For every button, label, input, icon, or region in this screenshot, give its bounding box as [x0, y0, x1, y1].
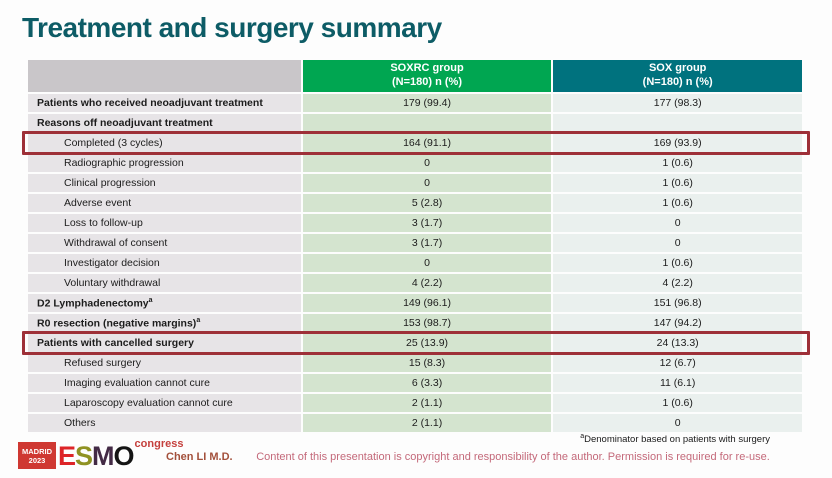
corner-header-cell — [28, 60, 301, 92]
soxrc-value-cell: 2 (1.1) — [302, 414, 552, 432]
row-label: D2 Lymphadenectomya — [28, 294, 301, 312]
esmo-logo: ESMO — [58, 441, 135, 471]
sox-value-cell: 151 (96.8) — [553, 294, 802, 312]
table-row: Adverse event 5 (2.8) 1 (0.6) — [28, 194, 802, 212]
sox-header-line1: SOX group — [648, 62, 707, 75]
logo-venue: MADRID — [22, 446, 52, 456]
soxrc-value-cell: 5 (2.8) — [302, 194, 552, 212]
soxrc-value-cell: 179 (99.4) — [302, 94, 552, 112]
column-header-sox: SOX group (N=180) n (%) — [553, 60, 802, 92]
table-row: Laparoscopy evaluation cannot cure 2 (1.1… — [28, 394, 802, 412]
row-label: Imaging evaluation cannot cure — [28, 374, 301, 392]
sox-value-cell: 0 — [553, 234, 802, 252]
sox-value-cell: 177 (98.3) — [553, 94, 802, 112]
copyright-notice: Content of this presentation is copyrigh… — [256, 451, 770, 463]
soxrc-value-cell: 149 (96.1) — [302, 294, 552, 312]
row-label: Others — [28, 414, 301, 432]
table-row: R0 resection (negative margins)a 153 (98.… — [28, 314, 802, 332]
soxrc-value-cell: 0 — [302, 154, 552, 172]
soxrc-header-line1: SOXRC group — [390, 62, 464, 75]
page-title: Treatment and surgery summary — [22, 12, 442, 43]
table-row: Withdrawal of consent 3 (1.7) 0 — [28, 234, 802, 252]
table-row: Clinical progression 0 1 (0.6) — [28, 174, 802, 192]
row-label: Loss to follow-up — [28, 214, 301, 232]
footnote-superscript: a — [580, 433, 585, 440]
soxrc-value-cell: 25 (13.9) — [302, 334, 552, 352]
row-label: Patients who received neoadjuvant treatm… — [28, 94, 301, 112]
sox-value-cell: 169 (93.9) — [553, 134, 802, 152]
sox-value-cell: 1 (0.6) — [553, 394, 802, 412]
soxrc-value-cell: 3 (1.7) — [302, 234, 552, 252]
table-row: Completed (3 cycles) 164 (91.1) 169 (93.9) — [28, 134, 802, 152]
table-row: Imaging evaluation cannot cure 6 (3.3) 11 … — [28, 374, 802, 392]
sox-value-cell: 11 (6.1) — [553, 374, 802, 392]
row-label: Laparoscopy evaluation cannot cure — [28, 394, 301, 412]
row-label: Refused surgery — [28, 354, 301, 372]
table-row: Refused surgery 15 (8.3) 12 (6.7) — [28, 354, 802, 372]
table-row: Patients who received neoadjuvant treatm… — [28, 94, 802, 112]
soxrc-value-cell: 0 — [302, 174, 552, 192]
table-row: Patients with cancelled surgery 25 (13.9)… — [28, 334, 802, 352]
summary-table: SOXRC group (N=180) n (%) SOX group (N=1… — [26, 58, 804, 434]
table-header-row: SOXRC group (N=180) n (%) SOX group (N=1… — [28, 60, 802, 92]
soxrc-header-line2: (N=180) n (%) — [392, 76, 463, 88]
table-row: Others 2 (1.1) 0 — [28, 414, 802, 432]
row-label: Adverse event — [28, 194, 301, 212]
footnote: aDenominator based on patients with surg… — [580, 433, 770, 445]
row-label: Radiographic progression — [28, 154, 301, 172]
row-label: R0 resection (negative margins)a — [28, 314, 301, 332]
soxrc-value-cell: 153 (98.7) — [302, 314, 552, 332]
author-credit: Chen LI M.D. — [166, 451, 233, 463]
sox-header-line2: (N=180) n (%) — [642, 76, 713, 88]
row-label: Investigator decision — [28, 254, 301, 272]
row-label: Completed (3 cycles) — [28, 134, 301, 152]
row-label: Reasons off neoadjuvant treatment — [28, 114, 301, 132]
soxrc-value-cell: 4 (2.2) — [302, 274, 552, 292]
sox-value-cell: 1 (0.6) — [553, 194, 802, 212]
logo-year: 2023 — [28, 455, 46, 465]
table-row: Radiographic progression 0 1 (0.6) — [28, 154, 802, 172]
table-row: D2 Lymphadenectomya 149 (96.1) 151 (96.8) — [28, 294, 802, 312]
sox-value-cell: 24 (13.3) — [553, 334, 802, 352]
row-label: Voluntary withdrawal — [28, 274, 301, 292]
soxrc-value-cell: 15 (8.3) — [302, 354, 552, 372]
soxrc-value-cell — [302, 114, 552, 132]
column-header-soxrc: SOXRC group (N=180) n (%) — [302, 60, 552, 92]
row-label: Clinical progression — [28, 174, 301, 192]
congress-label: congress — [134, 438, 184, 450]
sox-value-cell: 0 — [553, 414, 802, 432]
row-label: Withdrawal of consent — [28, 234, 301, 252]
sox-value-cell: 4 (2.2) — [553, 274, 802, 292]
row-label: Patients with cancelled surgery — [28, 334, 301, 352]
esmo-congress-logo: MADRID 2023 ESMO congress — [18, 437, 183, 473]
table-row: Loss to follow-up 3 (1.7) 0 — [28, 214, 802, 232]
sox-value-cell — [553, 114, 802, 132]
madrid-2023-badge: MADRID 2023 — [18, 442, 56, 469]
sox-value-cell: 0 — [553, 214, 802, 232]
soxrc-value-cell: 6 (3.3) — [302, 374, 552, 392]
table-row: Voluntary withdrawal 4 (2.2) 4 (2.2) — [28, 274, 802, 292]
sox-value-cell: 12 (6.7) — [553, 354, 802, 372]
soxrc-value-cell: 2 (1.1) — [302, 394, 552, 412]
sox-value-cell: 147 (94.2) — [553, 314, 802, 332]
soxrc-value-cell: 3 (1.7) — [302, 214, 552, 232]
table-row: Investigator decision 0 1 (0.6) — [28, 254, 802, 272]
sox-value-cell: 1 (0.6) — [553, 154, 802, 172]
footnote-text: Denominator based on patients with surge… — [584, 434, 770, 446]
soxrc-value-cell: 0 — [302, 254, 552, 272]
soxrc-value-cell: 164 (91.1) — [302, 134, 552, 152]
table-row: Reasons off neoadjuvant treatment — [28, 114, 802, 132]
sox-value-cell: 1 (0.6) — [553, 254, 802, 272]
summary-table-wrap: SOXRC group (N=180) n (%) SOX group (N=1… — [22, 58, 810, 434]
sox-value-cell: 1 (0.6) — [553, 174, 802, 192]
